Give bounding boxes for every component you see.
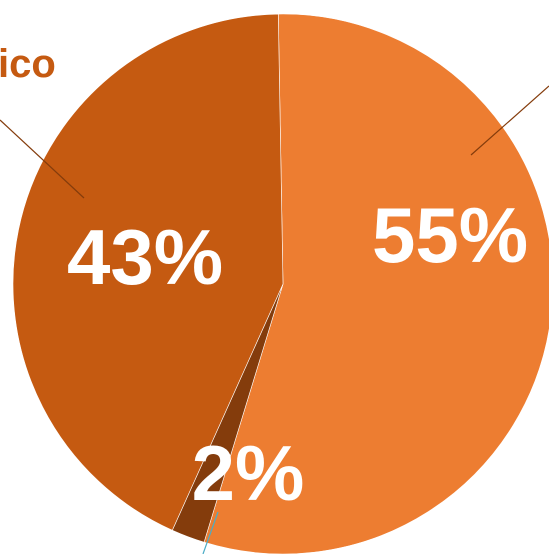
pie-slice-43 (12, 13, 284, 531)
slice-label-55: 55% (372, 191, 528, 279)
pie-slice-55 (203, 13, 549, 554)
category-label-left: ico (0, 42, 56, 86)
leader-line-2 (202, 511, 219, 554)
slice-label-43: 43% (67, 213, 223, 301)
leader-line-55 (470, 85, 549, 156)
leader-lines (0, 85, 549, 554)
slice-label-2: 2% (192, 429, 305, 517)
pie-slices (12, 13, 549, 554)
leader-line-43 (0, 119, 85, 199)
